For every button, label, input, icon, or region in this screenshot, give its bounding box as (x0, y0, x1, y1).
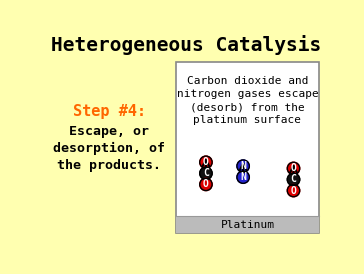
Text: Escape, or
desorption, of
the products.: Escape, or desorption, of the products. (53, 125, 165, 172)
Text: O: O (290, 185, 296, 196)
Bar (176, 62, 319, 233)
Circle shape (200, 156, 212, 169)
Text: N: N (240, 161, 246, 171)
Text: C: C (290, 175, 296, 184)
Text: C: C (203, 168, 209, 178)
Circle shape (237, 160, 249, 172)
Text: O: O (203, 157, 209, 167)
Text: O: O (203, 179, 209, 189)
Text: O: O (290, 163, 296, 173)
Circle shape (200, 167, 212, 179)
Circle shape (287, 184, 300, 197)
Circle shape (287, 173, 300, 186)
Bar (176, 216, 319, 233)
Text: Step #4:: Step #4: (72, 104, 146, 119)
Text: Heterogeneous Catalysis: Heterogeneous Catalysis (51, 35, 322, 55)
Text: Platinum: Platinum (220, 219, 274, 230)
Text: N: N (240, 172, 246, 182)
Text: Carbon dioxide and
nitrogen gases escape
(desorb) from the
platinum surface: Carbon dioxide and nitrogen gases escape… (177, 76, 318, 125)
Circle shape (200, 178, 212, 191)
Circle shape (237, 171, 249, 183)
Circle shape (287, 162, 300, 175)
